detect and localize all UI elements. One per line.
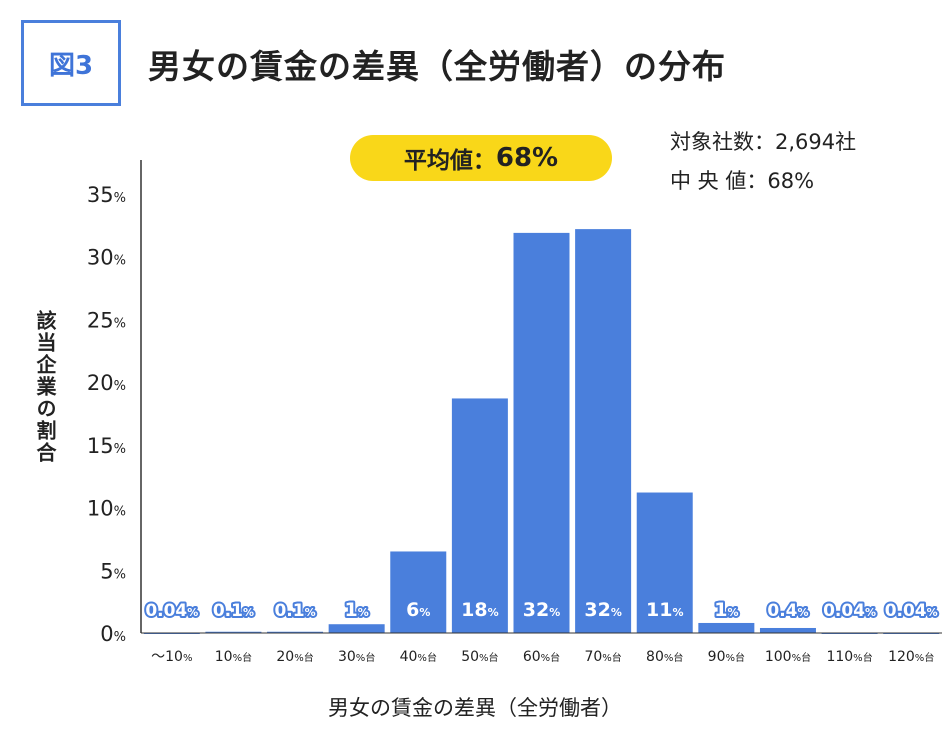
data-label: 0.1% bbox=[213, 601, 254, 621]
x-tick-label: 30%台 bbox=[338, 649, 375, 665]
data-label: 0.4% bbox=[767, 601, 808, 621]
x-tick-label: 20%台 bbox=[276, 649, 313, 665]
data-label: 32% bbox=[584, 599, 621, 621]
chart-bar bbox=[636, 492, 693, 633]
chart-bar bbox=[205, 631, 262, 634]
data-label: 1% bbox=[714, 599, 738, 621]
chart-bar bbox=[390, 551, 447, 633]
chart-title: 男女の賃金の差異（全労働者）の分布 bbox=[148, 47, 726, 86]
data-label: 1% bbox=[345, 599, 369, 621]
chart-bar bbox=[451, 398, 508, 633]
data-label: 0.1% bbox=[274, 601, 315, 621]
y-tick-label: 15% bbox=[87, 434, 126, 458]
chart-bar bbox=[759, 627, 816, 633]
data-label: 0.04% bbox=[823, 601, 876, 621]
x-tick-label: 40%台 bbox=[400, 649, 437, 665]
data-label: 11% bbox=[646, 599, 683, 621]
x-tick-label: 120%台 bbox=[888, 649, 934, 665]
x-tick-label: 〜10% bbox=[151, 649, 192, 665]
x-tick-label: 60%台 bbox=[523, 649, 560, 665]
chart-bar bbox=[698, 622, 755, 633]
y-axis-label: 該当企業の割合 bbox=[33, 310, 57, 464]
y-tick-label: 5% bbox=[100, 559, 126, 583]
data-label: 6% bbox=[406, 599, 430, 621]
data-label: 18% bbox=[461, 599, 498, 621]
figure-badge: 図3 bbox=[21, 20, 121, 106]
mean-label: 平均値： bbox=[403, 148, 496, 174]
data-label: 0.04% bbox=[145, 601, 198, 621]
x-tick-label: 80%台 bbox=[646, 649, 683, 665]
data-label: 0.04% bbox=[885, 601, 938, 621]
y-tick-label: 20% bbox=[87, 371, 126, 395]
x-tick-label: 110%台 bbox=[826, 649, 872, 665]
y-tick-label: 30% bbox=[87, 246, 126, 270]
mean-value: 68% bbox=[495, 143, 559, 173]
company-count: 対象社数：2,694社 bbox=[670, 130, 857, 154]
y-tick-label: 0% bbox=[100, 622, 126, 646]
x-tick-label: 10%台 bbox=[215, 649, 252, 665]
chart-bar bbox=[267, 631, 324, 634]
y-tick-label: 25% bbox=[87, 308, 126, 332]
chart-bar bbox=[513, 232, 570, 633]
x-tick-label: 90%台 bbox=[708, 649, 745, 665]
data-label: 32% bbox=[523, 599, 560, 621]
chart-bar bbox=[328, 624, 385, 633]
x-axis-label: 男女の賃金の差異（全労働者） bbox=[328, 696, 622, 720]
chart-bar bbox=[575, 229, 632, 633]
mean-badge: 平均値： 68% bbox=[350, 135, 612, 181]
x-tick-label: 50%台 bbox=[461, 649, 498, 665]
median-value: 中 央 値：68% bbox=[670, 169, 815, 193]
y-tick-label: 35% bbox=[87, 183, 126, 207]
y-tick-label: 10% bbox=[87, 497, 126, 521]
x-tick-label: 70%台 bbox=[584, 649, 621, 665]
x-tick-label: 100%台 bbox=[765, 649, 811, 665]
